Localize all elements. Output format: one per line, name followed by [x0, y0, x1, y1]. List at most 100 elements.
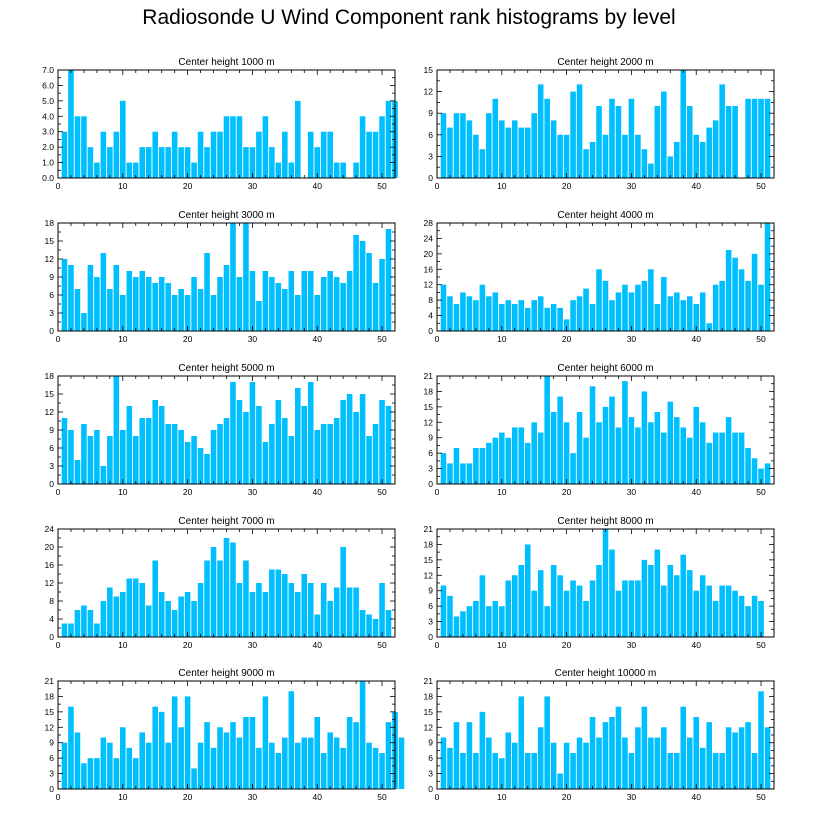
histogram-bar — [184, 442, 191, 484]
histogram-bar — [758, 98, 764, 178]
histogram-bar — [524, 442, 531, 484]
histogram-bar — [152, 706, 158, 789]
histogram-bar — [505, 732, 512, 789]
histogram-bar — [275, 400, 282, 484]
histogram-bar — [654, 412, 661, 484]
x-tick-label: 0 — [435, 487, 440, 497]
histogram-bar — [615, 292, 622, 331]
histogram-bar — [249, 592, 256, 637]
y-tick-label: 12 — [424, 570, 434, 580]
histogram-bar — [674, 753, 680, 789]
histogram-bar — [94, 162, 100, 178]
histogram-bar — [738, 727, 745, 789]
y-tick-label: 28 — [424, 218, 434, 228]
histogram-bar — [100, 253, 107, 331]
y-tick-label: 24 — [424, 233, 434, 243]
histogram-bar — [680, 300, 687, 331]
histogram-bar — [145, 147, 152, 178]
histogram-bar — [223, 732, 230, 789]
y-tick-label: 18 — [45, 371, 55, 381]
histogram-bar — [537, 432, 544, 484]
panel-10: Center height 10000 m 0 10 20 30 40 50 0 3 6 9 12 15… — [424, 668, 775, 802]
histogram-bar — [764, 463, 771, 484]
histogram-bar — [518, 696, 525, 789]
x-tick-label: 30 — [248, 792, 258, 802]
histogram-bar — [262, 116, 269, 178]
histogram-bar — [210, 131, 217, 178]
histogram-bar — [132, 436, 139, 484]
histogram-bar — [385, 229, 392, 331]
histogram-bar — [61, 259, 68, 331]
histogram-bar — [113, 265, 120, 331]
histogram-bar — [732, 106, 738, 178]
histogram-bar — [204, 253, 210, 331]
histogram-bar — [440, 284, 447, 331]
histogram-bar — [346, 271, 353, 331]
histogram-bar — [628, 580, 635, 637]
histogram-bar — [139, 732, 146, 789]
histogram-bar — [641, 391, 648, 484]
histogram-bar — [184, 696, 191, 789]
histogram-bar — [511, 575, 518, 637]
histogram-bar — [499, 432, 505, 484]
x-tick-label: 50 — [756, 181, 766, 191]
histogram-bar — [307, 583, 314, 637]
histogram-bar — [615, 106, 622, 178]
histogram-bar — [320, 277, 327, 331]
x-tick-label: 0 — [56, 640, 61, 650]
histogram-bar — [453, 113, 460, 178]
histogram-bar — [596, 269, 602, 331]
histogram-bar — [301, 406, 308, 484]
histogram-bar — [275, 569, 282, 637]
histogram-bar — [674, 575, 680, 637]
histogram-bar — [171, 610, 178, 637]
histogram-bar — [622, 737, 628, 789]
x-tick-label: 0 — [56, 334, 61, 344]
histogram-bar — [667, 401, 674, 484]
histogram-bar — [230, 542, 236, 637]
histogram-bar — [628, 98, 635, 178]
histogram-bar — [236, 583, 243, 637]
histogram-bar — [511, 120, 518, 178]
histogram-bar — [197, 583, 204, 637]
y-tick-label: 18 — [424, 691, 434, 701]
x-tick-label: 50 — [377, 487, 387, 497]
histogram-bar — [132, 277, 139, 331]
histogram-bar — [61, 623, 68, 637]
panel-3: Center height 3000 m 0 10 20 30 40 50 0 3 6 9 12 15 1… — [45, 210, 396, 344]
x-tick-label: 0 — [56, 181, 61, 191]
histogram-bar — [100, 601, 107, 637]
histogram-bar — [249, 382, 256, 484]
histogram-bar — [466, 722, 473, 789]
histogram-bar — [288, 436, 295, 484]
histogram-bar — [94, 758, 100, 789]
x-tick-label: 20 — [183, 334, 193, 344]
histogram-bar — [366, 436, 372, 484]
x-tick-label: 30 — [627, 181, 637, 191]
x-tick-label: 40 — [312, 640, 322, 650]
histogram-bar — [680, 70, 687, 178]
figure-title: Radiosonde U Wind Component rank histogr… — [142, 6, 676, 29]
histogram-bar — [184, 147, 191, 178]
histogram-bar — [524, 544, 531, 637]
histogram-bar — [81, 116, 87, 178]
histogram-bar — [366, 131, 372, 178]
histogram-bar — [557, 396, 563, 484]
panel-title: Center height 3000 m — [178, 210, 274, 221]
histogram-bar — [275, 283, 282, 331]
histogram-bar — [686, 570, 693, 637]
histogram-bar — [262, 442, 269, 484]
histogram-bar — [648, 269, 654, 331]
histogram-bar — [301, 574, 308, 637]
y-tick-label: 4 — [428, 311, 433, 321]
histogram-bar — [327, 732, 333, 789]
histogram-bar — [307, 131, 314, 178]
histogram-bar — [460, 753, 466, 789]
histogram-bar — [583, 437, 589, 484]
histogram-bar — [719, 585, 725, 637]
x-tick-label: 40 — [691, 640, 701, 650]
histogram-bar — [256, 747, 262, 789]
histogram-bar — [699, 292, 706, 331]
histogram-bar — [447, 747, 453, 789]
histogram-bar — [178, 430, 184, 484]
